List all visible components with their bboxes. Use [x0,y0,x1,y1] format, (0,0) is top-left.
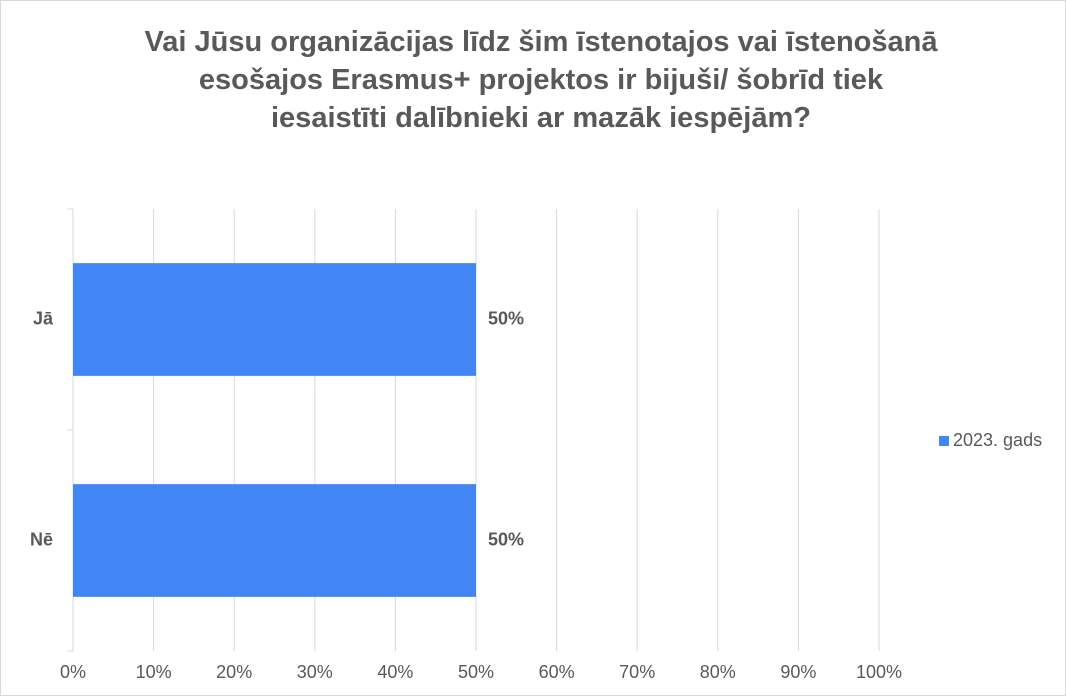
x-tick-label: 20% [216,662,252,682]
x-tick-label: 30% [297,662,333,682]
x-tick-label: 40% [377,662,413,682]
legend-marker [939,436,949,446]
x-tick-label: 50% [458,662,494,682]
bar [73,484,476,597]
bar [73,263,476,376]
x-tick-label: 60% [539,662,575,682]
data-label: 50% [488,308,524,328]
y-tick-label: Jā [33,308,54,328]
x-tick-label: 10% [136,662,172,682]
x-tick-label: 70% [619,662,655,682]
y-tick-label: Nē [30,529,53,549]
legend-label: 2023. gads [953,430,1042,450]
chart-title: Vai Jūsu organizācijas līdz šim īstenota… [144,26,938,134]
x-tick-label: 0% [60,662,86,682]
data-label: 50% [488,529,524,549]
x-tick-label: 90% [780,662,816,682]
x-tick-label: 100% [856,662,902,682]
x-tick-label: 80% [700,662,736,682]
